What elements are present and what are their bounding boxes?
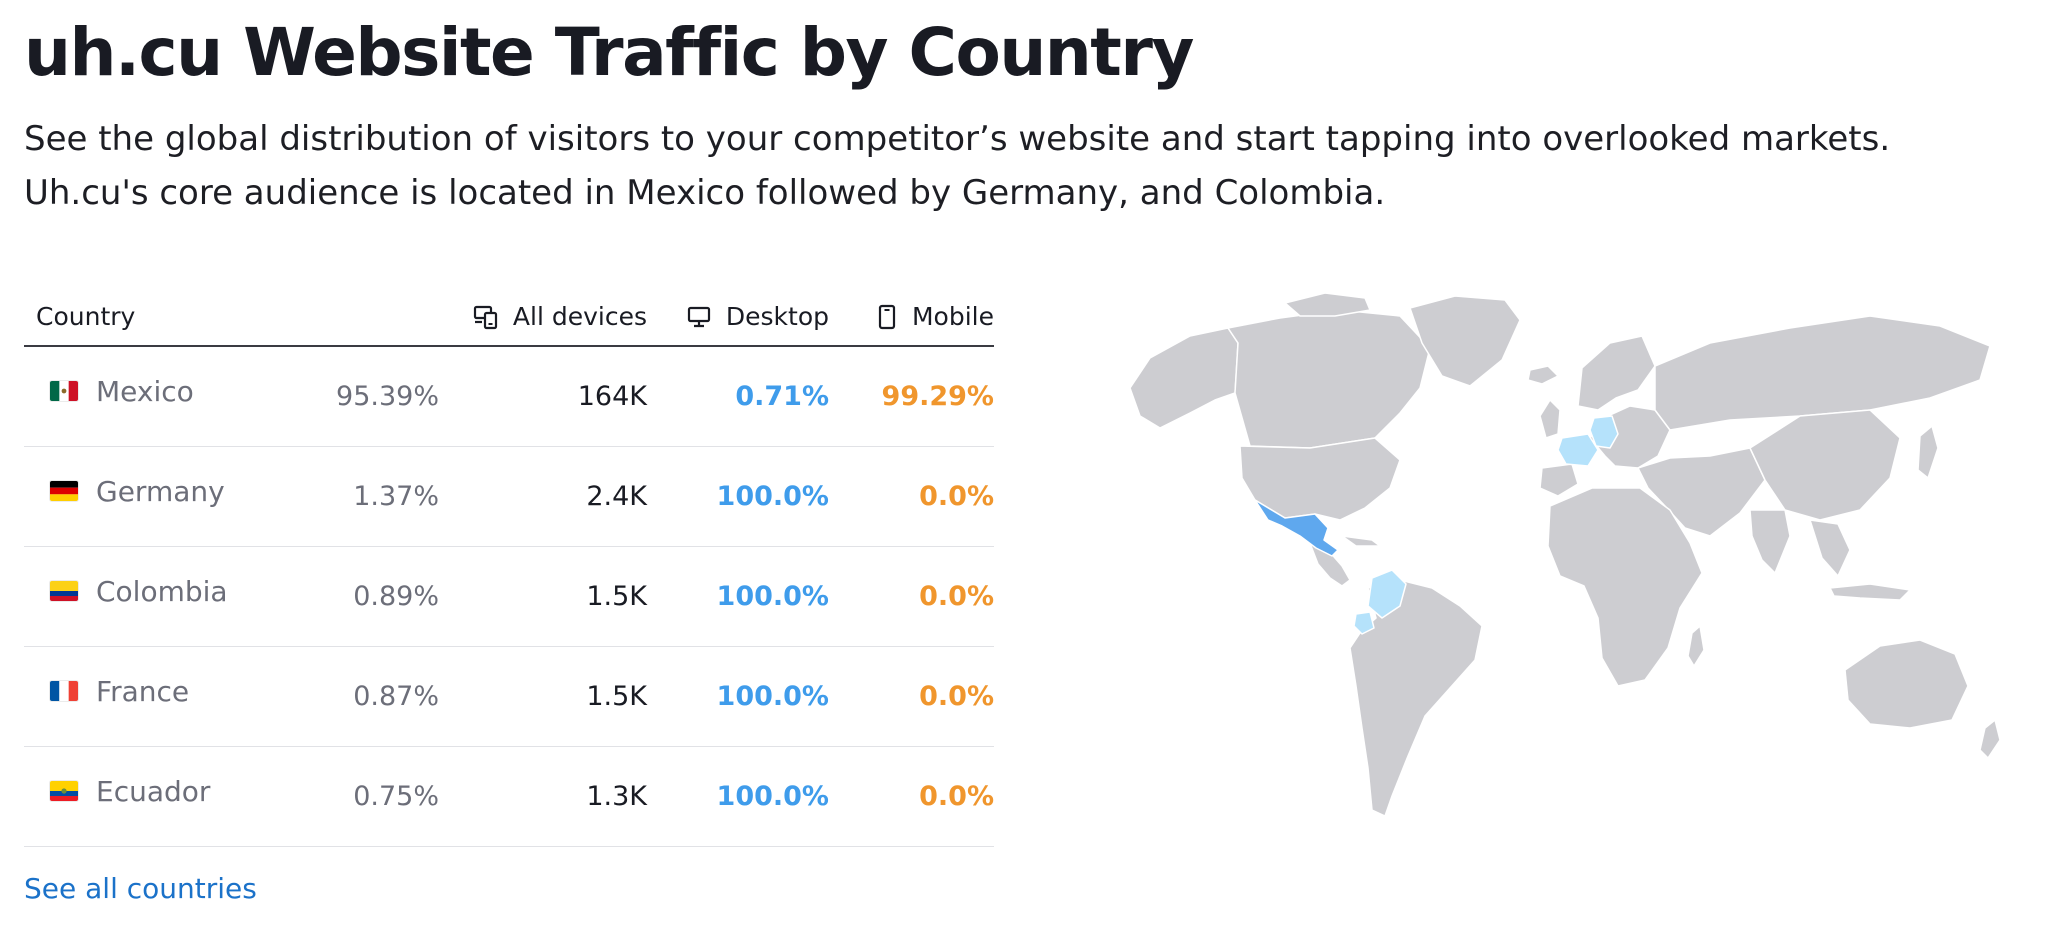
map-japan: [1917, 425, 1939, 479]
mexico-flag-icon: [50, 381, 78, 401]
column-header-country-label: Country: [36, 302, 136, 331]
france-flag-icon: [50, 681, 78, 701]
table-row[interactable]: France 0.87% 1.5K 100.0% 0.0%: [24, 647, 994, 747]
column-header-desktop-label: Desktop: [725, 302, 829, 331]
map-alaska: [1129, 327, 1239, 429]
map-ecuador: [1353, 611, 1375, 635]
country-name[interactable]: Mexico: [96, 375, 194, 408]
page-title: uh.cu Website Traffic by Country: [24, 14, 1194, 91]
map-madagascar: [1687, 625, 1705, 667]
table-header: Country All devices Desktop Mobile: [24, 280, 994, 347]
map-uk: [1539, 399, 1561, 439]
map-east-asia: [1749, 409, 1901, 521]
ecuador-flag-icon: [50, 781, 78, 801]
map-germany: [1589, 415, 1619, 449]
all-devices-icon: [473, 305, 498, 329]
map-australia: [1844, 639, 1969, 729]
map-india: [1749, 509, 1791, 574]
map-indonesia: [1829, 583, 1911, 601]
all-devices-visits: 2.4K: [586, 481, 647, 512]
map-africa: [1547, 487, 1703, 687]
map-greenland: [1409, 295, 1521, 387]
description-line-1: See the global distribution of visitors …: [24, 119, 1891, 159]
mobile-share: 0.0%: [919, 781, 994, 812]
traffic-share: 0.87%: [353, 681, 439, 712]
see-all-countries-link[interactable]: See all countries: [24, 872, 257, 905]
table-row[interactable]: Colombia 0.89% 1.5K 100.0% 0.0%: [24, 547, 994, 647]
column-header-mobile[interactable]: Mobile: [876, 302, 994, 331]
traffic-share: 95.39%: [336, 381, 439, 412]
traffic-share: 1.37%: [353, 481, 439, 512]
map-france: [1557, 433, 1599, 467]
germany-flag-icon: [50, 481, 78, 501]
mobile-share: 0.0%: [919, 481, 994, 512]
desktop-share: 0.71%: [735, 381, 829, 412]
mobile-icon: [878, 304, 896, 329]
mobile-share: 0.0%: [919, 581, 994, 612]
column-header-mobile-label: Mobile: [911, 302, 994, 331]
map-scandinavia: [1577, 335, 1656, 411]
map-iberia: [1539, 463, 1579, 497]
map-colombia: [1367, 569, 1407, 619]
column-header-all-devices-label: All devices: [512, 302, 647, 331]
map-southeast-asia: [1809, 519, 1851, 577]
table-row[interactable]: Germany 1.37% 2.4K 100.0% 0.0%: [24, 447, 994, 547]
map-cuba: [1341, 535, 1381, 547]
page-description: See the global distribution of visitors …: [24, 112, 1984, 220]
colombia-flag-icon: [50, 581, 78, 601]
map-new-zealand: [1979, 719, 2001, 759]
map-mexico: [1254, 499, 1339, 557]
traffic-share: 0.89%: [353, 581, 439, 612]
desktop-icon: [687, 306, 710, 327]
country-name[interactable]: Ecuador: [96, 775, 211, 808]
map-iceland: [1527, 365, 1559, 385]
table-row[interactable]: Mexico 95.39% 164K 0.71% 99.29%: [24, 347, 994, 447]
all-devices-visits: 1.3K: [586, 781, 647, 812]
world-traffic-map: [1129, 292, 2001, 817]
map-canada: [1227, 309, 1431, 449]
column-header-desktop[interactable]: Desktop: [686, 302, 829, 331]
all-devices-visits: 1.5K: [586, 681, 647, 712]
column-header-all-devices[interactable]: All devices: [473, 302, 647, 331]
country-name[interactable]: Colombia: [96, 575, 228, 608]
desktop-share: 100.0%: [716, 481, 829, 512]
mobile-share: 99.29%: [881, 381, 994, 412]
map-arctic-islands: [1284, 292, 1371, 317]
description-line-2: Uh.cu's core audience is located in Mexi…: [24, 173, 1386, 213]
table-row[interactable]: Ecuador 0.75% 1.3K 100.0% 0.0%: [24, 747, 994, 847]
map-south-america: [1349, 579, 1483, 817]
desktop-share: 100.0%: [716, 681, 829, 712]
map-russia: [1654, 315, 1991, 431]
desktop-share: 100.0%: [716, 781, 829, 812]
column-header-country[interactable]: Country: [36, 302, 135, 331]
mobile-share: 0.0%: [919, 681, 994, 712]
all-devices-visits: 164K: [577, 381, 647, 412]
country-name[interactable]: France: [96, 675, 190, 708]
traffic-by-country-table: Country All devices Desktop Mobile: [24, 280, 994, 847]
map-usa: [1239, 437, 1401, 521]
country-name[interactable]: Germany: [96, 475, 225, 508]
map-middle-east: [1637, 447, 1766, 537]
traffic-share: 0.75%: [353, 781, 439, 812]
all-devices-visits: 1.5K: [586, 581, 647, 612]
desktop-share: 100.0%: [716, 581, 829, 612]
